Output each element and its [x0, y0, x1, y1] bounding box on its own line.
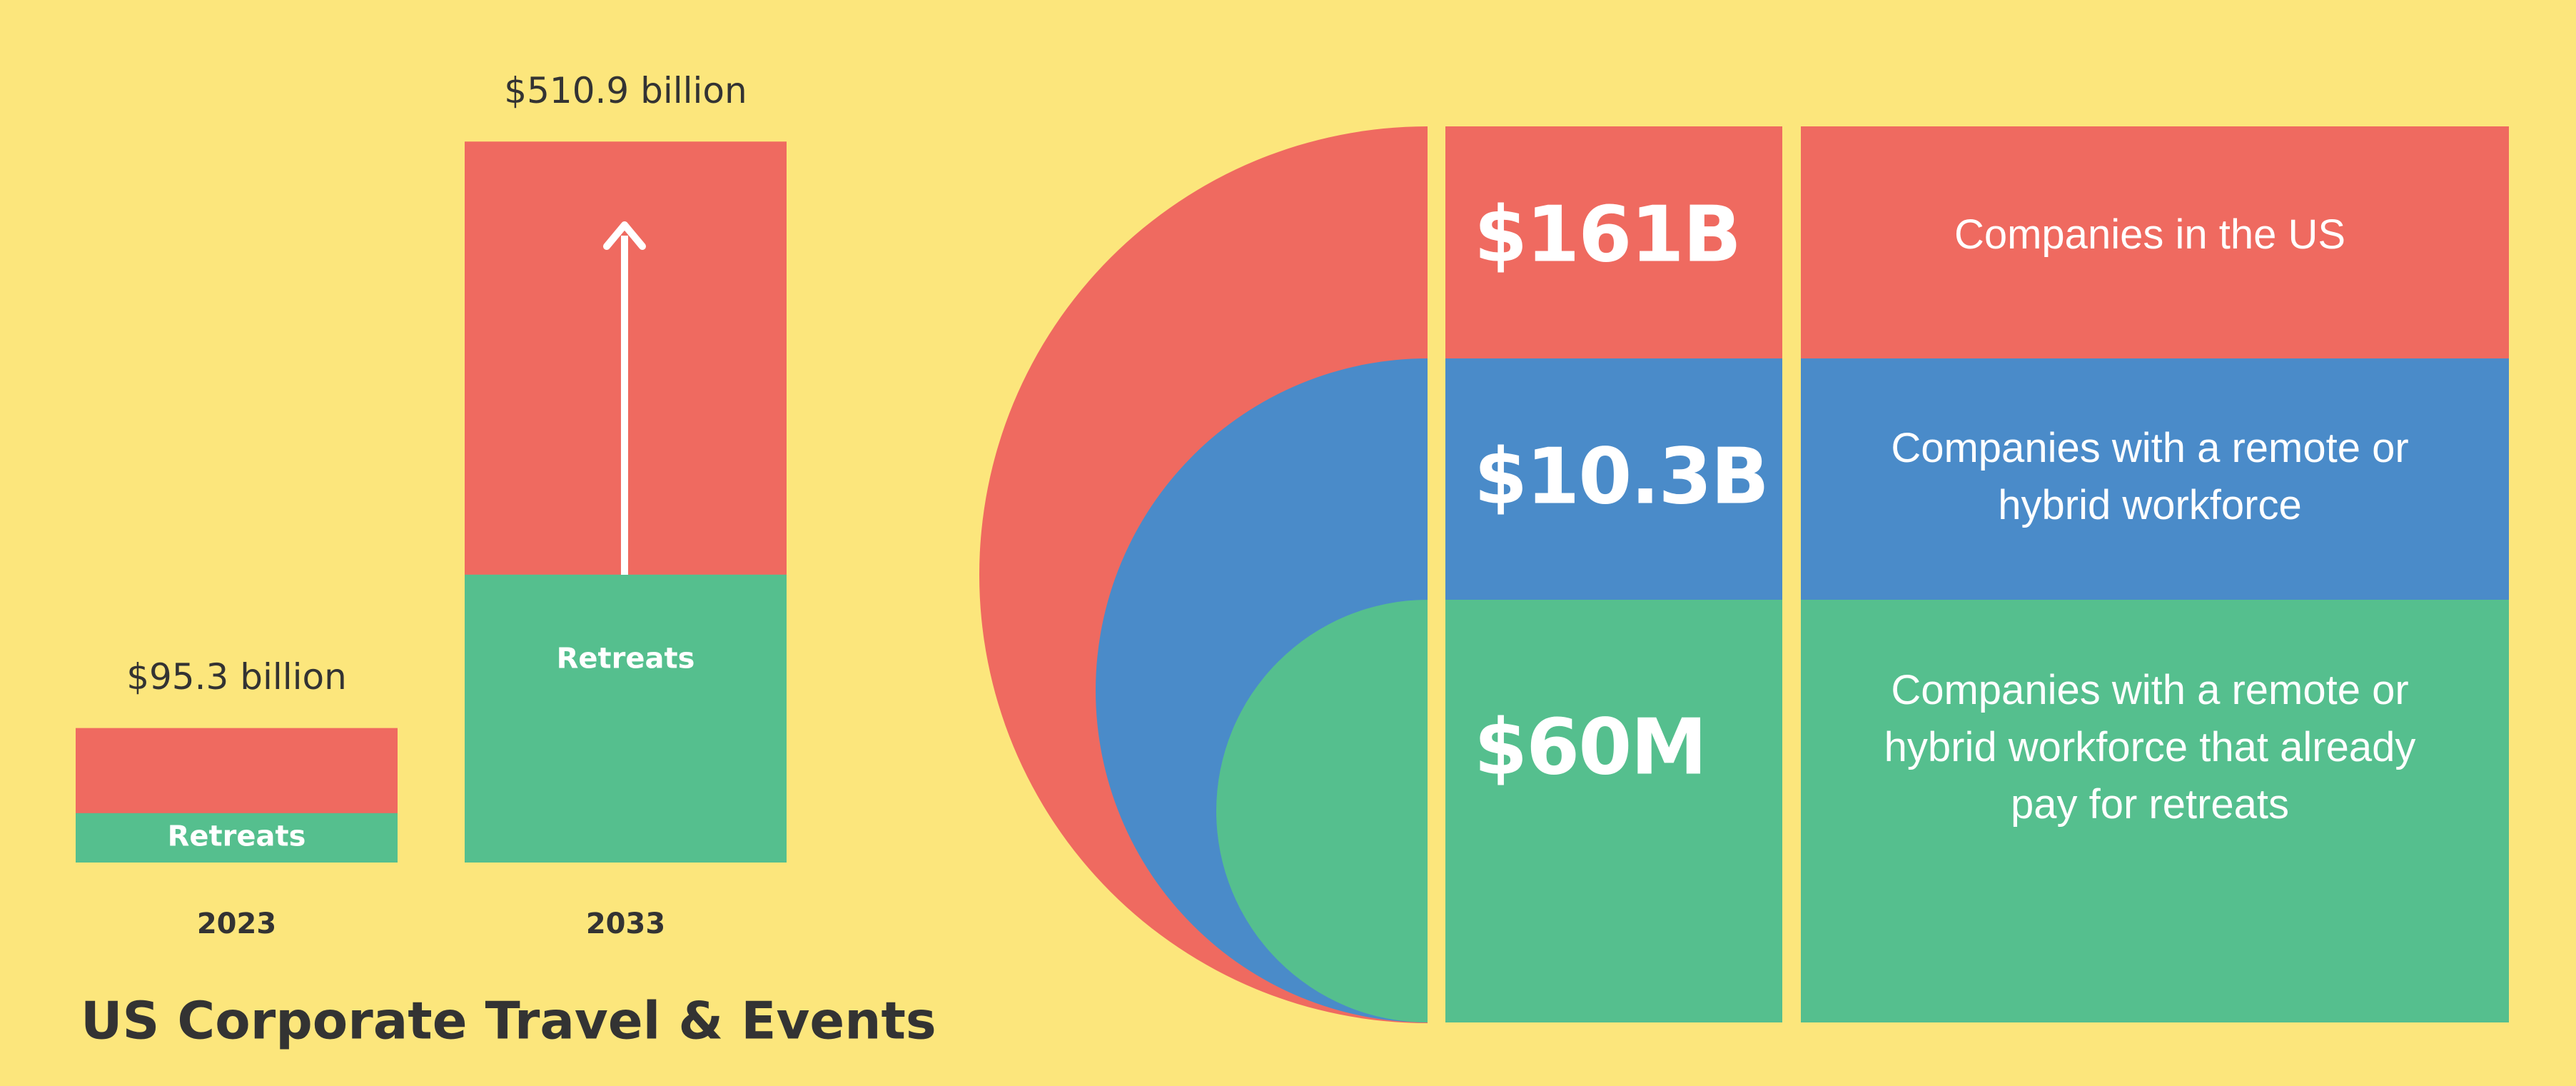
market-value-cell [1445, 600, 1782, 1022]
market-value-cell [1445, 358, 1782, 600]
market-label: Companies with a remote or hybrid workfo… [1891, 425, 2409, 528]
market-label-cell [1801, 600, 2509, 1022]
value-label: $510.9 billion [504, 70, 747, 111]
market-value-cell [1445, 126, 1782, 358]
market-label-cell [1801, 126, 2509, 358]
bar-segment [76, 813, 398, 863]
market-arc [1216, 600, 1428, 1022]
growth-arrow-head [603, 221, 646, 250]
value-label: $95.3 billion [126, 656, 347, 698]
segment-label: Retreats [168, 820, 306, 853]
market-value: $60M [1474, 703, 1707, 793]
market-label: Companies with a remote or hybrid workfo… [1884, 667, 2416, 828]
market-value: $10.3B [1474, 432, 1769, 522]
chart-title: US Corporate Travel & Events [81, 991, 936, 1051]
x-tick-label: 2033 [586, 907, 665, 940]
x-tick-label: 2023 [197, 907, 276, 940]
segment-label: Retreats [557, 642, 695, 675]
bar-segment [465, 574, 787, 863]
market-label: Companies in the US [1954, 211, 2346, 258]
market-label-cell [1801, 358, 2509, 600]
market-value: $161B [1474, 190, 1742, 280]
